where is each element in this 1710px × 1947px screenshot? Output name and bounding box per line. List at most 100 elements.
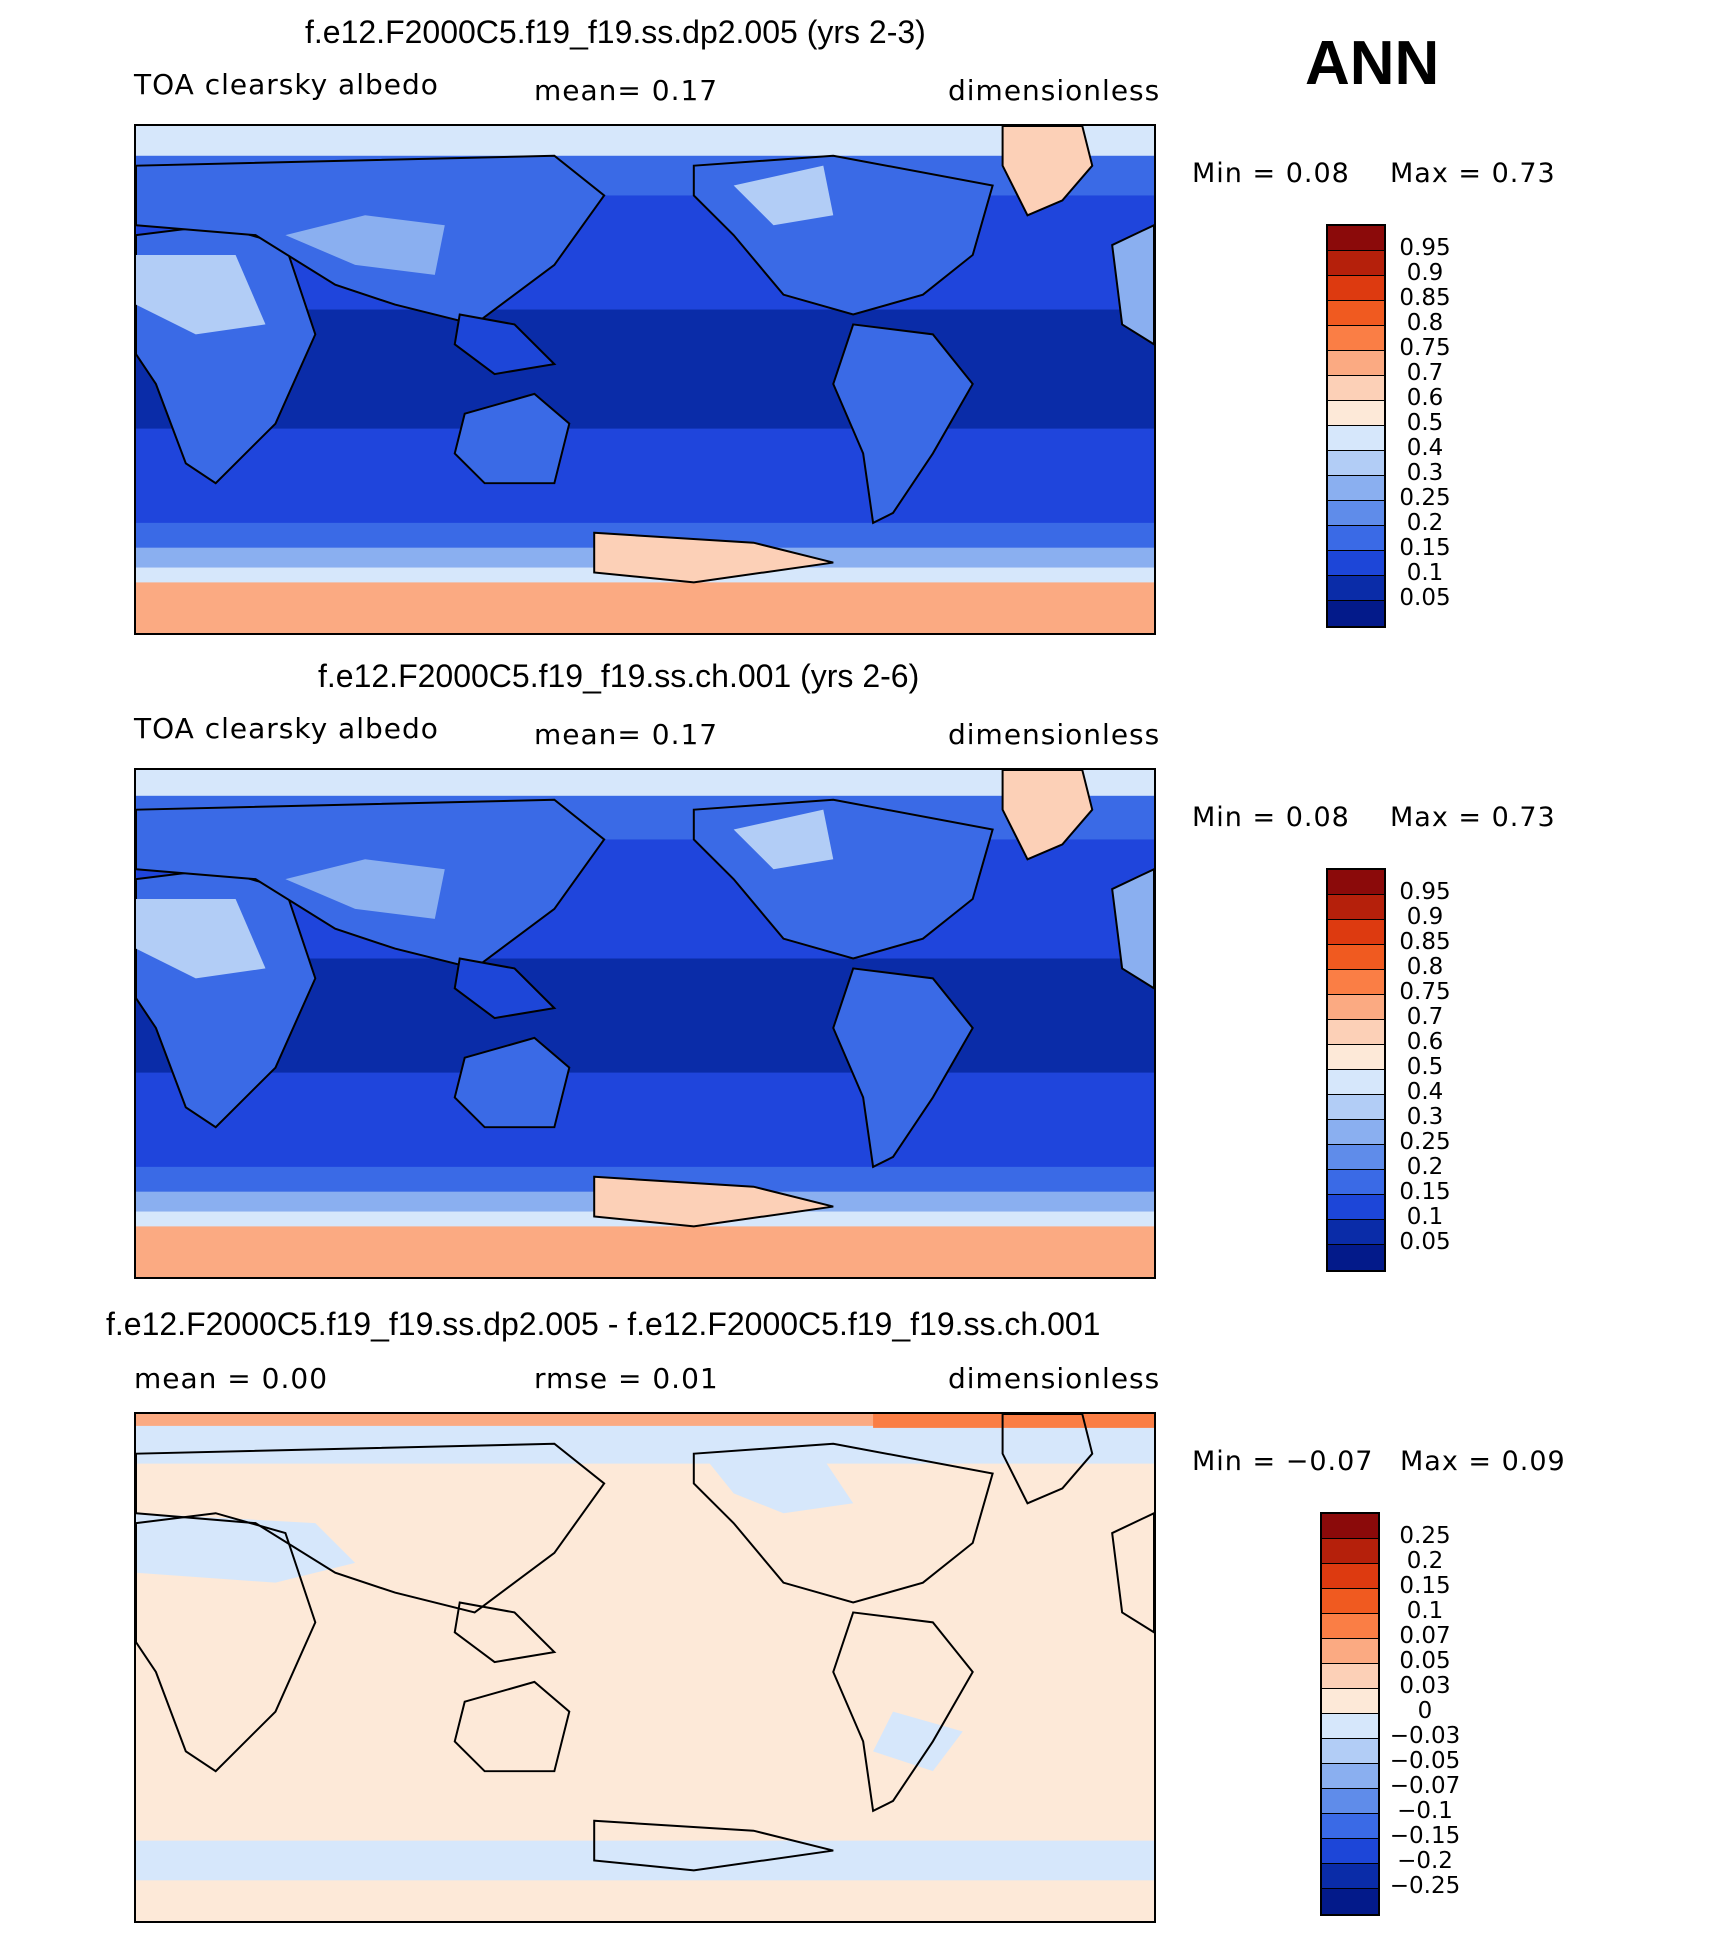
colorbar-tick-label: −0.15 — [1389, 1823, 1461, 1849]
colorbar-swatch — [1328, 351, 1384, 376]
sahara — [136, 898, 266, 979]
colorbar-swatch — [1328, 1145, 1384, 1170]
units-label: dimensionless — [948, 718, 1161, 751]
colorbar-tick-label: 0.1 — [1406, 1204, 1444, 1230]
colorbar-tick-label: 0.8 — [1406, 954, 1444, 980]
colorbar-swatch — [1328, 1170, 1384, 1195]
max-label: Max = 0.73 — [1390, 158, 1556, 189]
colorbar-swatch — [1328, 376, 1384, 401]
greenland — [1001, 1414, 1094, 1505]
colorbar-tick-label: −0.25 — [1389, 1873, 1461, 1899]
max-label: Max = 0.09 — [1400, 1446, 1566, 1477]
units-label: dimensionless — [948, 74, 1161, 107]
arctic-band — [136, 1423, 1154, 1464]
ocean-base — [136, 1414, 1154, 1921]
colorbar-tick-label: 0.4 — [1406, 435, 1444, 461]
colorbar-swatch — [1328, 945, 1384, 970]
colorbar-tick-label: 0.07 — [1399, 1623, 1451, 1649]
se-asia — [453, 1601, 557, 1664]
colorbar-swatch — [1328, 920, 1384, 945]
colorbar-tick-label: 0.8 — [1406, 310, 1444, 336]
colorbar-swatch — [1322, 1664, 1378, 1689]
colorbar-tick-label: 0.85 — [1399, 285, 1451, 311]
colorbar-tick-label: 0.5 — [1406, 410, 1444, 436]
colorbar-tick-label: 0 — [1417, 1698, 1433, 1724]
antarctica — [136, 582, 1154, 633]
variable-label: TOA clearsky albedo — [134, 68, 439, 101]
greenland — [1001, 126, 1094, 217]
colorbar-swatch — [1328, 551, 1384, 576]
colorbar-tick-label: 0.25 — [1399, 1129, 1451, 1155]
colorbar-tick-label: 0.6 — [1406, 1029, 1444, 1055]
antarctic-coast — [593, 531, 834, 584]
west-africa-right — [1111, 1512, 1154, 1634]
se-asia — [453, 313, 557, 376]
map-svg — [136, 126, 1154, 633]
colorbar-swatch — [1328, 1245, 1384, 1270]
colorbar-tick-label: 0.3 — [1406, 460, 1444, 486]
map-svg — [136, 770, 1154, 1277]
colorbar-swatch — [1328, 301, 1384, 326]
mean-label: mean = 0.00 — [134, 1362, 329, 1395]
colorbar-tick-label: 0.95 — [1399, 235, 1451, 261]
colorbar-tick-label: 0.75 — [1399, 335, 1451, 361]
colorbar-swatch — [1322, 1764, 1378, 1789]
australia — [453, 1680, 571, 1773]
colorbar-tick-label: 0.15 — [1399, 1573, 1451, 1599]
colorbar-swatch — [1322, 1864, 1378, 1889]
colorbar-swatch — [1322, 1789, 1378, 1814]
colorbar-tick-label: −0.1 — [1397, 1798, 1453, 1824]
antarctic-coast — [593, 1819, 834, 1872]
colorbar-swatch — [1328, 476, 1384, 501]
west-africa-right — [1111, 224, 1154, 346]
north-america — [692, 1442, 994, 1604]
colorbar-tick-label: 0.25 — [1399, 1523, 1451, 1549]
colorbar-tick-label: 0.2 — [1406, 510, 1444, 536]
eurasia-diff — [136, 1513, 356, 1583]
colorbar-swatch — [1328, 1195, 1384, 1220]
colorbar-swatch — [1328, 451, 1384, 476]
south-band — [136, 1840, 1154, 1881]
colorbar-tick-label: 0.05 — [1399, 1229, 1451, 1255]
colorbar-tick-label: 0.03 — [1399, 1673, 1451, 1699]
colorbar-swatch — [1328, 970, 1384, 995]
colorbar-tick-label: 0.2 — [1406, 1154, 1444, 1180]
colorbar-swatch — [1322, 1689, 1378, 1714]
colorbar-swatch — [1328, 995, 1384, 1020]
colorbar-tick-label: 0.05 — [1399, 585, 1451, 611]
colorbar-swatch — [1322, 1889, 1378, 1914]
colorbar-tick-label: 0.7 — [1406, 360, 1444, 386]
south-america — [832, 323, 974, 525]
arctic-edge — [136, 1414, 1154, 1426]
colorbar — [1320, 1512, 1380, 1916]
mean-label: mean= 0.17 — [534, 718, 719, 751]
colorbar-swatch — [1328, 426, 1384, 451]
colorbar-tick-label: 0.1 — [1406, 1598, 1444, 1624]
colorbar-swatch — [1322, 1814, 1378, 1839]
colorbar-tick-label: 0.05 — [1399, 1648, 1451, 1674]
eurasia — [136, 1442, 606, 1614]
min-label: Min = 0.08 — [1192, 158, 1350, 189]
colorbar-tick-label: 0.15 — [1399, 535, 1451, 561]
colorbar — [1326, 224, 1386, 628]
rmse-label: rmse = 0.01 — [534, 1362, 719, 1395]
colorbar-swatch — [1328, 1045, 1384, 1070]
colorbar-swatch — [1328, 1095, 1384, 1120]
colorbar-tick-label: 0.95 — [1399, 879, 1451, 905]
colorbar-swatch — [1322, 1639, 1378, 1664]
colorbar-swatch — [1328, 501, 1384, 526]
colorbar-tick-label: −0.2 — [1397, 1848, 1453, 1874]
colorbar-tick-label: 0.15 — [1399, 1179, 1451, 1205]
colorbar-tick-label: 0.9 — [1406, 904, 1444, 930]
arctic-positive — [873, 1414, 1154, 1428]
world-map — [134, 768, 1156, 1279]
colorbar-swatch — [1328, 526, 1384, 551]
map-svg — [136, 1414, 1154, 1921]
colorbar-tick-label: 0.75 — [1399, 979, 1451, 1005]
colorbar-swatch — [1328, 401, 1384, 426]
panel-title: f.e12.F2000C5.f19_f19.ss.dp2.005 - f.e12… — [106, 1306, 1101, 1342]
colorbar-swatch — [1322, 1539, 1378, 1564]
west-africa-right — [1111, 868, 1154, 990]
colorbar-tick-label: 0.6 — [1406, 385, 1444, 411]
colorbar-tick-label: 0.4 — [1406, 1079, 1444, 1105]
